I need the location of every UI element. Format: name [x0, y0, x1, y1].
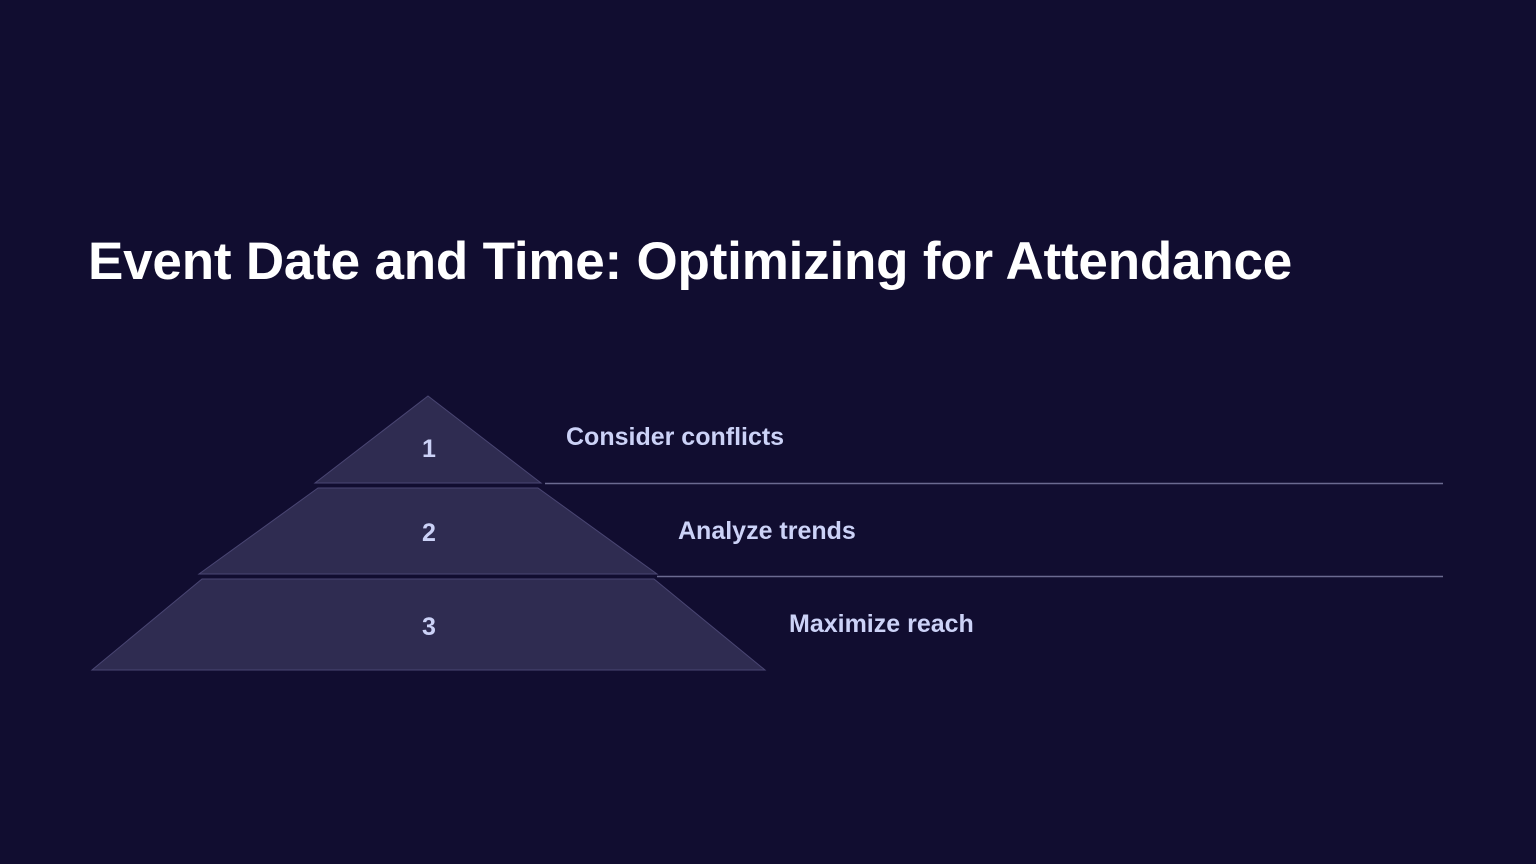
- pyramid-tier-3-number: 3: [422, 613, 436, 641]
- pyramid-tier-2-shape[interactable]: [197, 487, 659, 575]
- pyramid-tier-2-number: 2: [422, 519, 436, 547]
- pyramid-tier-2-label: Analyze trends: [678, 517, 856, 545]
- pyramid-tier-3-label: Maximize reach: [789, 610, 974, 638]
- pyramid-tier-1-shape[interactable]: [313, 395, 543, 484]
- pyramid-tier-3-shape[interactable]: [90, 578, 767, 671]
- pyramid-tier-1-number: 1: [422, 435, 436, 463]
- pyramid-tier-1-label: Consider conflicts: [566, 423, 785, 451]
- page-title: Event Date and Time: Optimizing for Atte…: [88, 231, 1293, 291]
